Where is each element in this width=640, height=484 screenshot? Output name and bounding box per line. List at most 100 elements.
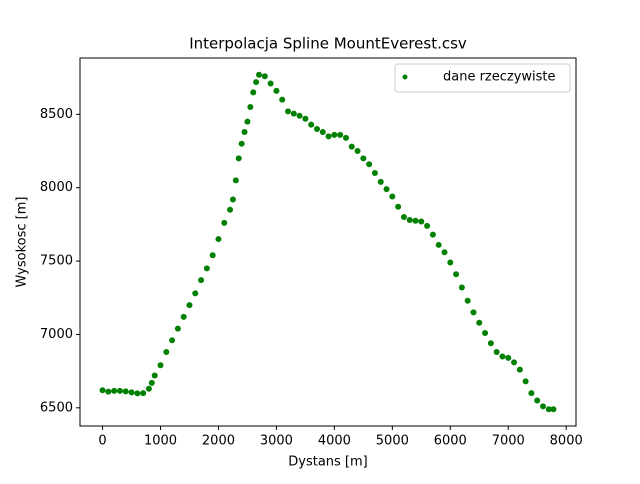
data-point	[400, 214, 407, 221]
x-tick-label: 1000	[144, 434, 177, 449]
data-point	[134, 390, 141, 397]
data-point	[203, 265, 210, 272]
data-point	[279, 96, 286, 103]
data-point	[122, 388, 129, 395]
data-point	[354, 148, 361, 155]
x-tick-label: 3000	[260, 434, 293, 449]
data-point	[505, 354, 512, 361]
legend-box	[394, 63, 571, 93]
data-point	[516, 366, 523, 373]
x-tick-label: 2000	[202, 434, 235, 449]
data-point	[169, 337, 176, 344]
data-point	[235, 155, 242, 162]
data-point	[157, 362, 164, 369]
data-point	[145, 385, 152, 392]
data-point	[273, 87, 280, 94]
data-point	[198, 277, 205, 284]
data-point	[540, 403, 547, 410]
data-point	[140, 390, 147, 397]
data-point	[511, 359, 518, 366]
data-point	[105, 388, 112, 395]
data-point	[313, 126, 320, 133]
data-point	[360, 155, 367, 162]
legend-marker	[402, 74, 408, 80]
data-point	[319, 128, 326, 135]
data-point	[418, 218, 425, 225]
data-point	[227, 206, 234, 213]
data-point	[215, 236, 222, 243]
legend: dane rzeczywiste	[394, 63, 571, 93]
data-point	[464, 297, 471, 304]
x-tick-label: 8000	[550, 434, 583, 449]
data-point	[487, 340, 494, 347]
data-point	[253, 79, 260, 86]
data-point	[429, 231, 436, 238]
legend-label: dane rzeczywiste	[443, 70, 556, 85]
data-point	[238, 140, 245, 147]
plot-frame	[79, 57, 577, 427]
data-point	[308, 121, 315, 128]
data-point	[435, 241, 442, 248]
data-point	[545, 406, 552, 413]
data-point	[174, 325, 181, 332]
data-point	[116, 387, 123, 394]
data-point	[186, 302, 193, 309]
x-tick-label: 0	[98, 434, 106, 449]
data-point	[250, 89, 257, 96]
data-point	[221, 219, 228, 226]
data-point	[331, 131, 338, 138]
data-point	[267, 80, 274, 87]
data-point	[148, 379, 155, 386]
y-axis-label: Wysokosc [m]	[15, 197, 30, 288]
data-point	[285, 108, 292, 115]
data-point	[232, 177, 239, 184]
data-point	[261, 73, 268, 80]
data-point	[447, 259, 454, 266]
x-tick-label: 6000	[434, 434, 467, 449]
data-point	[441, 249, 448, 256]
data-point	[128, 389, 135, 396]
data-point	[111, 387, 118, 394]
data-point	[337, 131, 344, 138]
data-point	[458, 284, 465, 291]
data-point	[395, 203, 402, 210]
data-point	[522, 378, 529, 385]
y-tick-label: 7500	[40, 254, 73, 269]
y-tick-label: 8000	[40, 180, 73, 195]
data-point	[241, 128, 248, 135]
data-point	[499, 353, 506, 360]
data-point	[453, 271, 460, 278]
data-point	[247, 104, 254, 111]
data-point	[470, 309, 477, 316]
data-point	[412, 217, 419, 224]
data-point	[296, 112, 303, 119]
data-point	[476, 319, 483, 326]
y-tick-label: 7000	[40, 327, 73, 342]
data-point	[256, 71, 263, 78]
x-tick-label: 7000	[492, 434, 525, 449]
data-point	[482, 329, 489, 336]
y-tick-label: 6500	[40, 400, 73, 415]
data-point	[192, 290, 199, 297]
data-point	[383, 186, 390, 193]
data-point	[342, 134, 349, 141]
y-tick-label: 8500	[40, 107, 73, 122]
data-point	[389, 193, 396, 200]
data-point	[229, 196, 236, 203]
data-point	[493, 349, 500, 356]
data-point	[99, 387, 106, 394]
data-point	[534, 397, 541, 404]
x-tick-label: 4000	[318, 434, 351, 449]
data-point	[424, 222, 431, 229]
data-point	[302, 115, 309, 122]
data-point	[290, 110, 297, 117]
data-point	[528, 390, 535, 397]
data-point	[371, 170, 378, 177]
data-point	[366, 161, 373, 168]
data-point	[377, 178, 384, 185]
chart-title: Interpolacja Spline MountEverest.csv	[189, 35, 467, 53]
data-point	[151, 372, 158, 379]
data-point	[325, 133, 332, 140]
data-point	[163, 349, 170, 356]
